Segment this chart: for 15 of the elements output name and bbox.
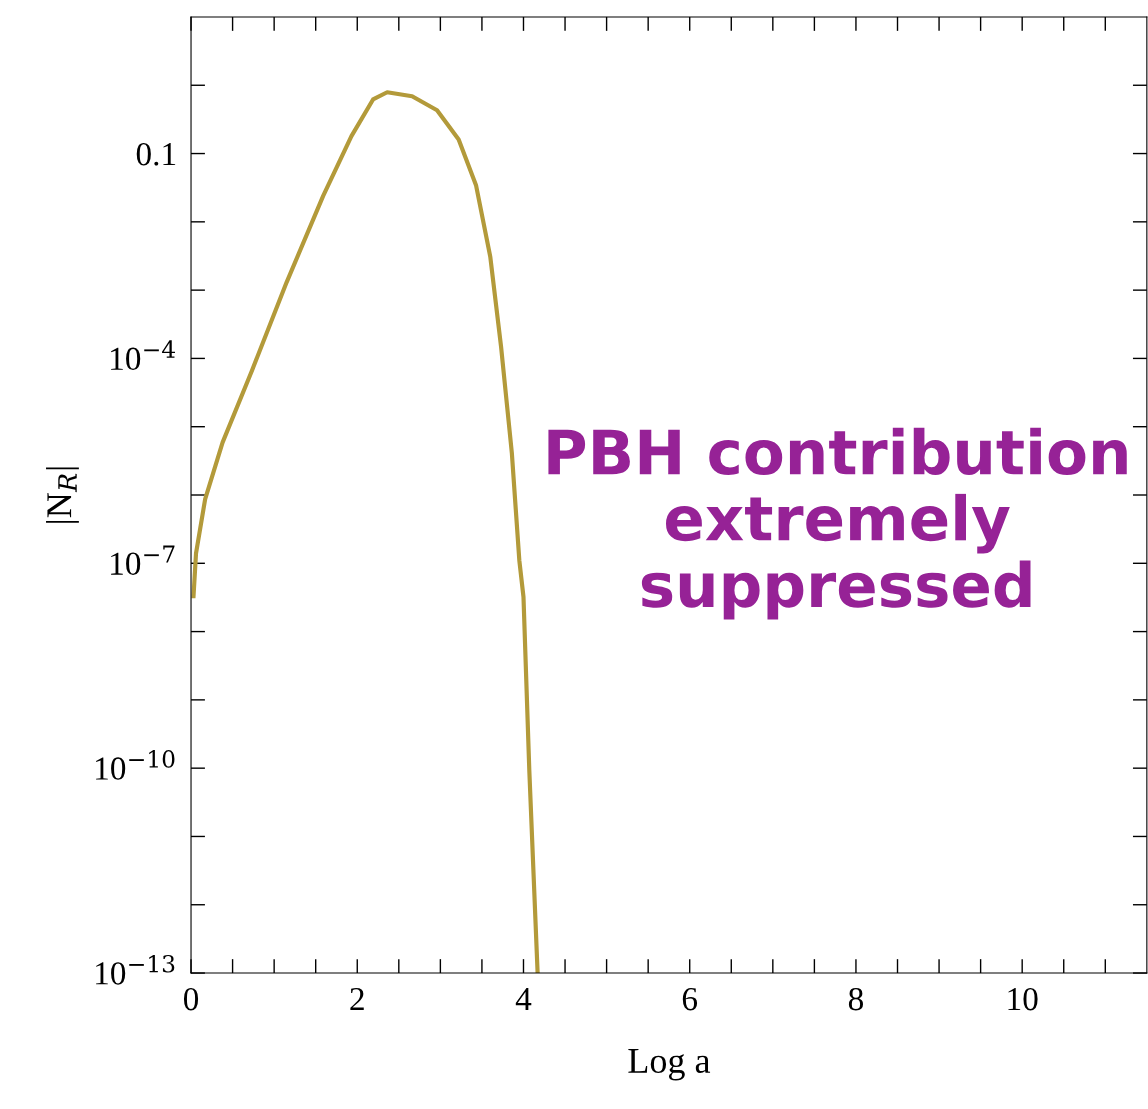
y-tick-label: 10$^{−10}$	[96, 750, 175, 780]
x-tick-label: 6	[682, 987, 698, 1011]
x-tick-label: 2	[350, 987, 364, 1011]
y-axis-title: |N$_{R}$|	[46, 467, 79, 523]
x-tick-label: 0	[183, 987, 199, 1011]
y-tick-label: 10$^{−4}$	[111, 340, 175, 371]
y-tick-label: 10$^{−13}$	[96, 954, 175, 985]
y-tick-label: 0.1	[136, 142, 176, 166]
x-tick-label: 4	[515, 988, 532, 1011]
x-tick-label: 10	[1008, 987, 1038, 1011]
x-tick-label: 8	[848, 987, 864, 1011]
x-axis-title: Log a	[628, 1049, 711, 1081]
y-tick-label: 10$^{−7}$	[111, 545, 175, 575]
line-series	[191, 90, 540, 974]
annotation: PBH contribution extremely suppressed	[548, 427, 1127, 620]
